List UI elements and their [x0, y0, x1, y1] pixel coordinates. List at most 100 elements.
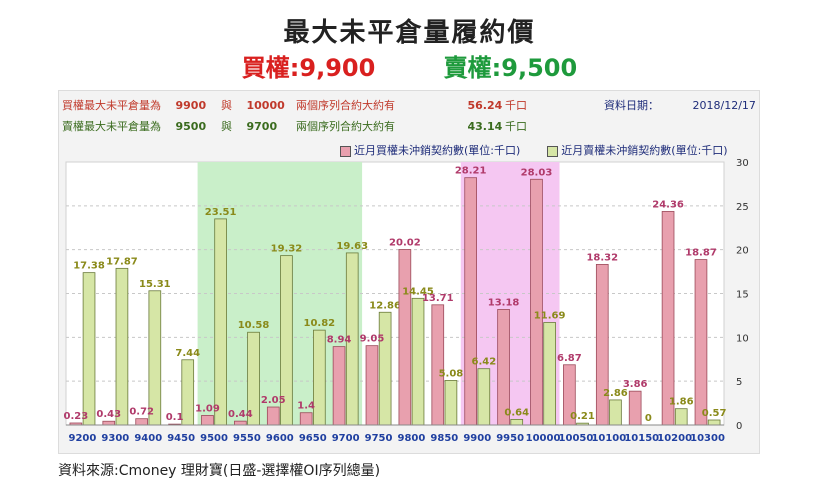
call-bar-label: 0.44: [228, 409, 253, 420]
call-strike-2: 10000: [246, 99, 285, 112]
data-date: 資料日期： 2018/12/17: [604, 97, 756, 113]
call-bar: [102, 420, 116, 426]
put-bar-label: 15.31: [139, 279, 171, 290]
call-bar: [661, 211, 675, 426]
x-tick-label: 10100: [591, 433, 626, 444]
x-tick-label: 9300: [101, 433, 129, 444]
put-bar-label: 0.64: [504, 407, 529, 418]
call-bar-label: 28.03: [521, 167, 553, 178]
put-strike-2: 9700: [246, 120, 278, 133]
x-tick-label: 10200: [657, 433, 692, 444]
call-bar: [299, 412, 313, 426]
y-tick-label: 15: [736, 290, 749, 301]
put-bar-label: 19.32: [271, 244, 303, 255]
x-tick-label: 9450: [167, 433, 195, 444]
y-tick-label: 10: [736, 333, 749, 344]
call-bar-label: 28.21: [455, 166, 487, 177]
x-tick-label: 9950: [496, 433, 524, 444]
source-note: 資料來源:Cmoney 理財寶(日盛-選擇權OI序列總量): [58, 463, 381, 479]
put-bar-label: 17.87: [106, 256, 138, 267]
x-tick-label: 10050: [559, 433, 594, 444]
put-bar-label: 1.86: [669, 397, 694, 408]
put-info-row: 賣權最大未平倉量為 9500 與 9700 兩個序列合約大約有 43.14 千口: [62, 118, 527, 134]
put-bar-label: 5.08: [439, 368, 464, 379]
call-bar: [266, 406, 280, 426]
call-bar: [628, 390, 642, 426]
chart-legend: 近月買權未沖銷契約數(單位:千口) 近月賣權未沖銷契約數(單位:千口): [340, 142, 728, 158]
call-bar-label: 3.86: [623, 379, 648, 390]
put-bar: [707, 419, 721, 426]
x-tick-label: 10150: [624, 433, 659, 444]
put-bar-label: 10.58: [238, 320, 270, 331]
legend-label-put: 近月賣權未沖銷契約數(單位:千口): [561, 144, 728, 157]
call-bar: [365, 345, 379, 426]
put-bar-label: 6.42: [471, 357, 496, 368]
put-bar: [313, 329, 326, 426]
put-bar: [609, 399, 622, 426]
call-info-label: 買權最大未平倉量為: [62, 99, 161, 112]
put-bar: [444, 380, 458, 426]
call-unit: 千口: [505, 99, 527, 112]
put-bar-label: 23.51: [205, 207, 237, 218]
put-bar-label: 14.45: [402, 286, 434, 297]
call-bar-label: 20.02: [389, 237, 421, 248]
put-bar: [115, 267, 129, 426]
x-tick-label: 9650: [299, 433, 327, 444]
call-bar: [234, 420, 247, 426]
call-bar-label: 0.23: [64, 411, 89, 422]
call-bar-label: 18.87: [685, 248, 717, 259]
put-bar: [411, 297, 425, 426]
call-max-strike: 買權:9,900: [241, 54, 376, 82]
y-tick-label: 0: [736, 421, 742, 432]
put-bar-label: 12.86: [369, 300, 401, 311]
put-bar: [674, 408, 688, 426]
x-tick-label: 9800: [398, 433, 426, 444]
call-info-row: 買權最大未平倉量為 9900 與 10000 兩個序列合約大約有 56.24 千…: [62, 97, 527, 113]
put-bar-label: 17.38: [73, 261, 105, 272]
call-bar: [398, 249, 412, 426]
put-bar: [181, 359, 195, 426]
call-bar-label: 2.05: [261, 395, 286, 406]
call-bar: [595, 263, 609, 426]
put-bar: [148, 290, 162, 426]
call-bar: [464, 177, 477, 426]
put-bar-label: 7.44: [175, 348, 200, 359]
date-value: 2018/12/17: [692, 99, 756, 112]
put-bar-label: 11.69: [534, 311, 566, 322]
x-tick-label: 9500: [200, 433, 228, 444]
put-bar: [82, 272, 96, 426]
put-bar-label: 10.82: [304, 318, 336, 329]
call-bar-label: 0.1: [166, 412, 184, 423]
call-strike-1: 9900: [175, 99, 207, 112]
chart-title: 最大未平倉量履約價: [283, 18, 536, 48]
call-bar: [201, 415, 214, 426]
y-tick-label: 30: [736, 158, 749, 169]
call-bar-label: 24.36: [652, 199, 684, 210]
call-sep: 與: [221, 99, 232, 112]
put-strike-1: 9500: [175, 120, 207, 133]
call-bar-label: 9.05: [360, 334, 385, 345]
x-tick-label: 9700: [332, 433, 360, 444]
put-bar-label: 0.57: [702, 408, 727, 419]
put-bar: [214, 218, 227, 426]
y-tick-label: 25: [736, 202, 749, 213]
put-bar-label: 2.86: [603, 388, 628, 399]
call-bar-label: 0.43: [96, 409, 121, 420]
put-total: 43.14: [467, 120, 503, 133]
subtitle: 買權:9,900 賣權:9,500: [0, 48, 819, 83]
put-sep: 與: [221, 120, 232, 133]
put-bar-label: 0.21: [570, 411, 595, 422]
call-bar-label: 18.32: [586, 252, 618, 263]
put-bar: [510, 418, 524, 426]
legend-swatch-call: [340, 145, 351, 157]
y-tick-label: 5: [736, 377, 742, 388]
put-bar: [543, 322, 556, 426]
x-tick-label: 9900: [463, 433, 491, 444]
call-bar-label: 1.4: [297, 401, 315, 412]
call-bar-label: 1.09: [195, 403, 220, 414]
put-max-strike: 賣權:9,500: [443, 54, 578, 82]
legend-swatch-put: [547, 145, 559, 157]
call-bar-label: 0.72: [129, 407, 154, 418]
put-bar: [477, 368, 491, 426]
